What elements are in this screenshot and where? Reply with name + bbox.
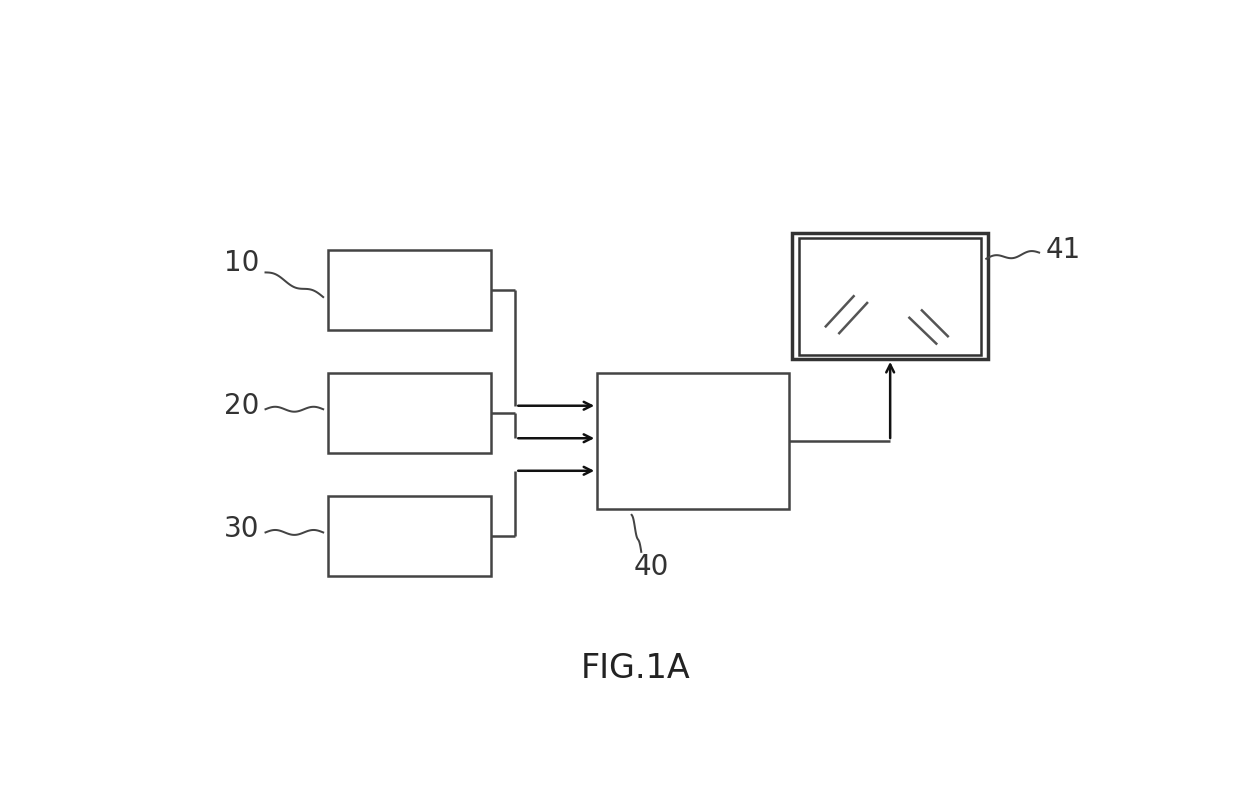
Bar (792, 234, 988, 359)
Text: 41: 41 (1045, 235, 1081, 263)
Bar (327, 496, 491, 577)
Text: 20: 20 (223, 392, 259, 420)
Text: FIG.1A: FIG.1A (580, 652, 691, 686)
Text: 40: 40 (634, 554, 668, 582)
Bar (327, 373, 491, 454)
Text: 10: 10 (223, 249, 259, 277)
Bar (596, 373, 789, 509)
Bar (327, 250, 491, 330)
Bar (799, 238, 982, 354)
Text: 30: 30 (223, 515, 259, 543)
